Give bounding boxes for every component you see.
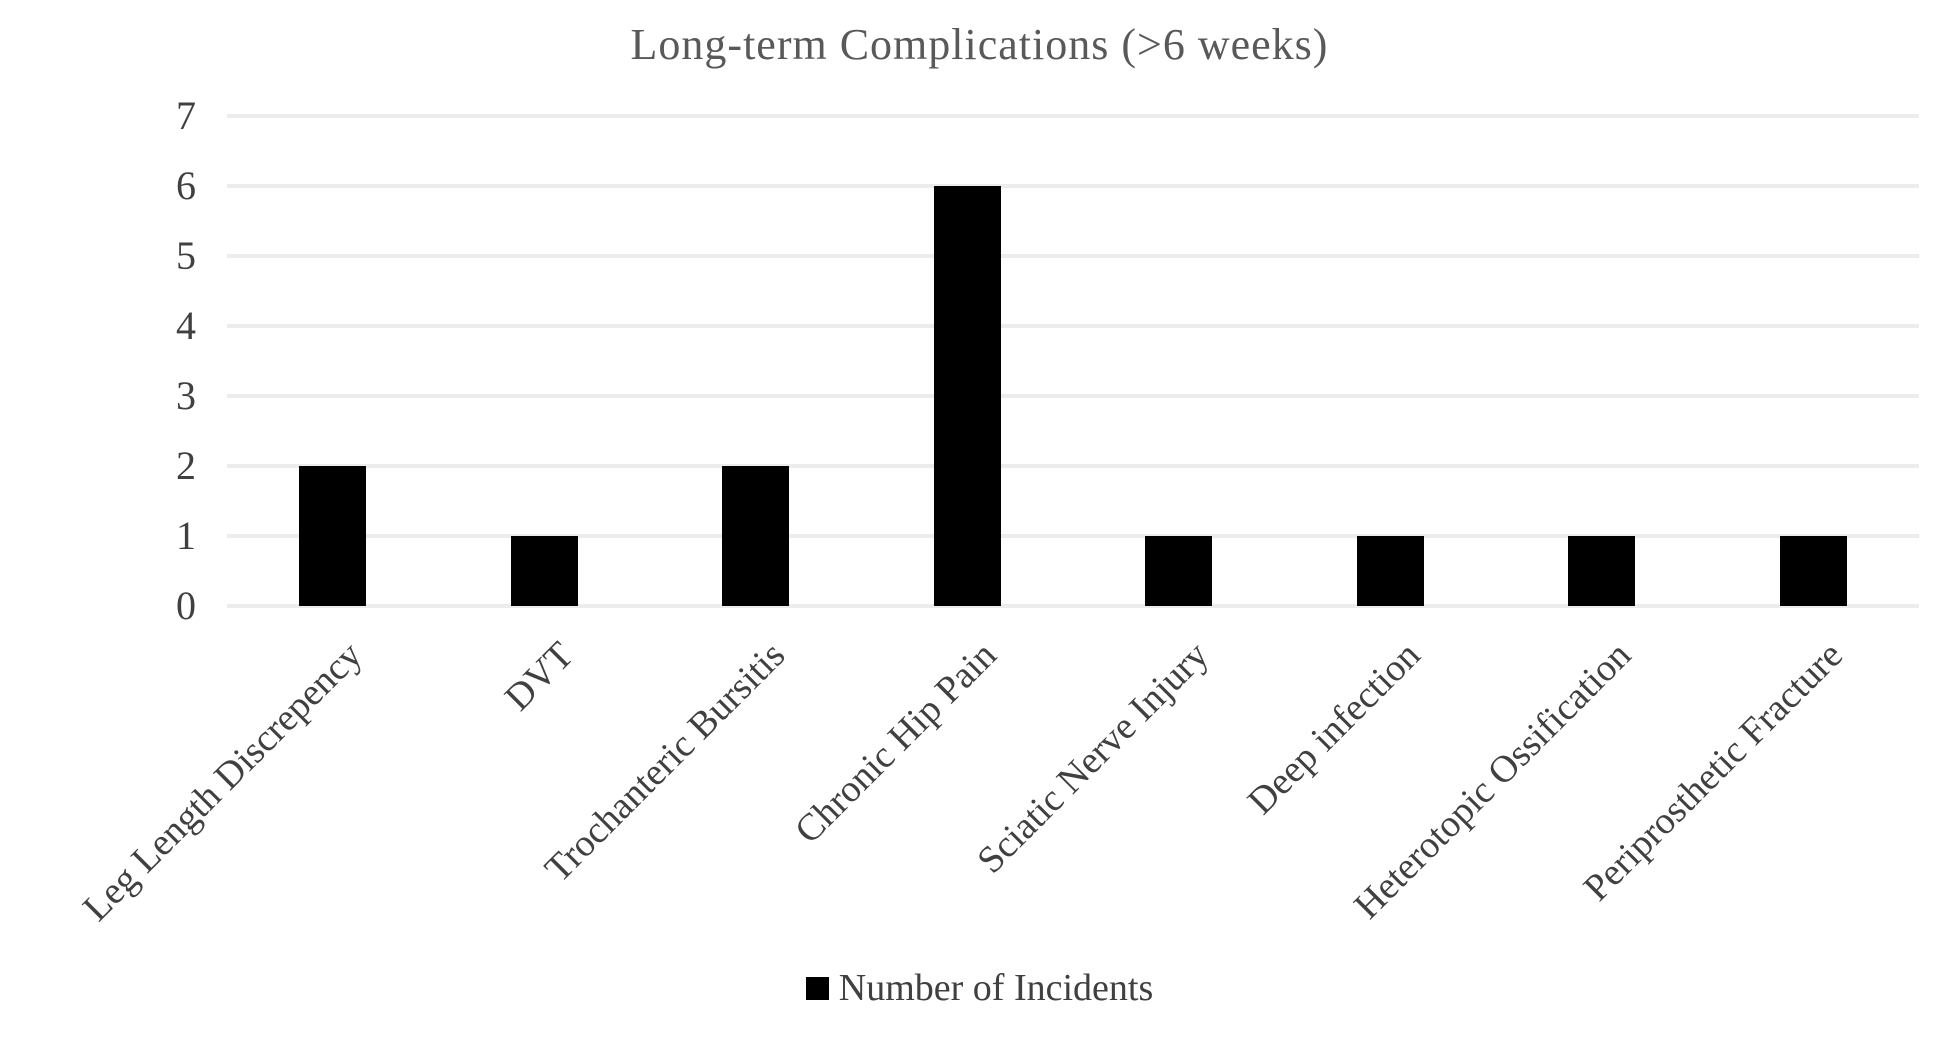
x-category-label: Chronic Hip Pain	[787, 634, 1005, 852]
bar	[299, 466, 367, 606]
y-tick-label: 3	[176, 373, 196, 418]
gridline	[227, 464, 1919, 468]
x-category-label: Trochanteric Bursitis	[537, 634, 794, 891]
y-tick-label: 0	[176, 583, 196, 628]
bar	[1568, 536, 1636, 606]
y-tick-label: 4	[176, 303, 196, 348]
legend: Number of Incidents	[0, 966, 1959, 1010]
gridline	[227, 604, 1919, 608]
legend-swatch	[805, 976, 829, 1000]
bar	[1356, 536, 1424, 606]
gridline	[227, 114, 1919, 118]
x-category-label: Deep infection	[1239, 634, 1428, 823]
gridline	[227, 184, 1919, 188]
gridline	[227, 324, 1919, 328]
bar	[722, 466, 790, 606]
gridline	[227, 254, 1919, 258]
legend-label: Number of Incidents	[838, 967, 1154, 1009]
bar	[933, 186, 1001, 606]
gridline	[227, 534, 1919, 538]
gridline	[227, 394, 1919, 398]
bar	[1145, 536, 1213, 606]
y-tick-label: 1	[176, 513, 196, 558]
y-tick-label: 7	[176, 93, 196, 138]
bar	[510, 536, 578, 606]
x-category-label: DVT	[497, 634, 582, 719]
x-category-label: Sciatic Nerve Injury	[968, 634, 1217, 882]
y-tick-label: 6	[176, 163, 196, 208]
bar	[1779, 536, 1847, 606]
y-tick-label: 2	[176, 443, 196, 488]
chart-title: Long-term Complications (>6 weeks)	[630, 20, 1329, 69]
y-tick-label: 5	[176, 233, 196, 278]
x-category-label: Leg Length Discrepency	[75, 634, 371, 930]
